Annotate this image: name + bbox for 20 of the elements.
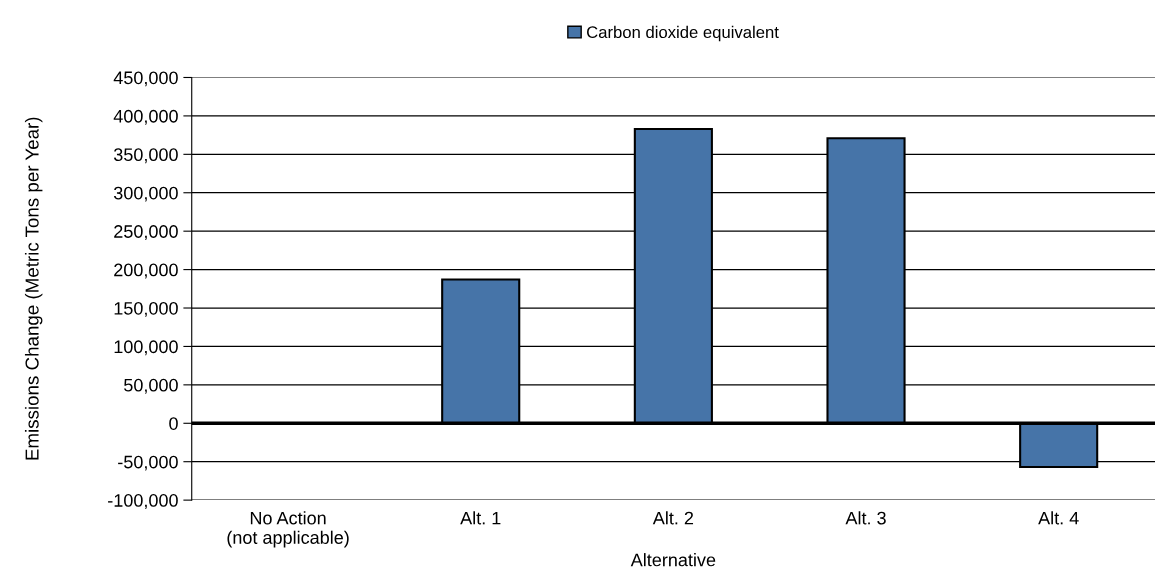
x-tick-label: Alt. 1 xyxy=(460,511,501,525)
x-tick-label: Alt. 2 xyxy=(652,511,694,525)
y-tick-label: 300,000 xyxy=(113,186,178,202)
x-tick-label: No Action (not applicable) xyxy=(227,511,349,548)
x-tick-label: Alt. 3 xyxy=(845,511,886,525)
legend-label: Carbon dioxide equivalent xyxy=(587,25,779,42)
y-tick-label: 150,000 xyxy=(114,301,178,317)
y-tick-label: 50,000 xyxy=(124,378,178,394)
y-tick-label: 450,000 xyxy=(113,71,178,87)
y-tick-label: 100,000 xyxy=(114,340,178,356)
x-tick-label: Alt. 4 xyxy=(1038,511,1079,525)
y-tick-label: 350,000 xyxy=(113,148,178,164)
y-tick-label: 0 xyxy=(169,417,178,430)
y-tick-label: 250,000 xyxy=(114,225,178,241)
y-tick-label: 400,000 xyxy=(113,109,178,125)
y-tick-label: 200,000 xyxy=(114,263,178,279)
y-tick-label: -100,000 xyxy=(108,494,178,509)
x-axis-title: Alternative xyxy=(630,553,716,567)
y-tick-label: -50,000 xyxy=(118,455,178,471)
y-axis-title: Emissions Change (Metric Tons per Year) xyxy=(24,117,43,460)
